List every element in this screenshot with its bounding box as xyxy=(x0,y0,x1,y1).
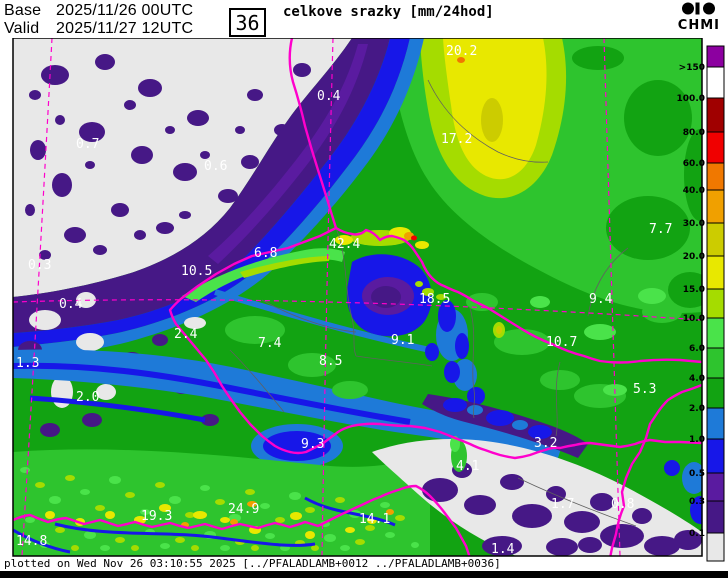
colorbar-band xyxy=(706,347,725,379)
valid-label: Valid xyxy=(4,20,40,37)
colorbar-band xyxy=(706,317,725,349)
precipitation-field xyxy=(13,38,702,556)
colorbar-band xyxy=(706,45,725,68)
colorbar-band xyxy=(706,255,725,290)
map-value-label: 17.2 xyxy=(441,132,472,147)
colorbar-band xyxy=(706,377,725,409)
map-value-label: 7.4 xyxy=(258,336,282,351)
map-value-label: 3.2 xyxy=(534,436,557,451)
colorbar-band xyxy=(706,500,725,534)
colorbar-tick-label: 20.0 xyxy=(683,252,705,262)
map-value-label: 24.9 xyxy=(228,502,259,517)
colorbar-band xyxy=(706,288,725,319)
map-value-label: 0.7 xyxy=(76,137,99,152)
map-value-label: 0.3 xyxy=(28,258,51,273)
valid-time-line: Valid 2025/11/27 12UTC xyxy=(4,20,193,38)
bottom-bar xyxy=(0,571,728,578)
map-value-label: 2.4 xyxy=(174,327,198,342)
alps-speckle-field xyxy=(13,467,419,554)
map-value-label: 9.3 xyxy=(301,437,324,452)
graticule xyxy=(13,38,702,556)
map-value-label: 9.4 xyxy=(589,292,613,307)
page-title: celkove srazky [mm/24hod] xyxy=(283,4,494,20)
colorbar-band xyxy=(706,131,725,164)
colorbar-band xyxy=(706,189,725,224)
country-borders xyxy=(13,38,702,556)
footer: plotted on Wed Nov 26 03:10:55 2025 [../… xyxy=(0,557,728,570)
map-value-label: 0.8 xyxy=(611,497,634,512)
chmi-logo-icon xyxy=(681,2,715,15)
chmi-logo-text: CHMI xyxy=(677,18,720,33)
map-value-label: 7.7 xyxy=(649,222,672,237)
map-value-label: 0.4 xyxy=(59,297,83,312)
map-value-label: 8.5 xyxy=(319,354,342,369)
colorbar-tick-label: 6.0 xyxy=(689,344,705,354)
colorbar-tick-label: 10.0 xyxy=(683,314,705,324)
colorbar-tick-label: >150 xyxy=(679,63,705,73)
colorbar-tick-label: 80.0 xyxy=(683,128,705,138)
colorbar-tick-label: 0.1 xyxy=(689,529,705,539)
colorbar-tick-label: 15.0 xyxy=(683,285,705,295)
header: Base 2025/11/26 00UTC Valid 2025/11/27 12U… xyxy=(0,0,728,38)
colorbar-band xyxy=(706,66,725,99)
base-label: Base xyxy=(4,2,42,19)
colorbar-band xyxy=(706,532,725,562)
colorbar-tick-label: 30.0 xyxy=(683,219,705,229)
map-value-labels: 0.4 20.2 17.2 0.7 0.6 42.4 6.8 10.5 7.7 18.5 9.4 0.… xyxy=(16,44,672,557)
map-value-label: 42.4 xyxy=(329,237,360,252)
forecast-hour-box: 36 xyxy=(229,8,266,37)
district-borders xyxy=(229,79,637,527)
map-value-label: 5.3 xyxy=(633,382,656,397)
base-value: 2025/11/26 00UTC xyxy=(56,2,194,19)
colorbar-band xyxy=(706,472,725,502)
map-value-label: 18.5 xyxy=(419,292,450,307)
chmi-logo: CHMI xyxy=(678,2,720,33)
colorbar-tick-label: 40.0 xyxy=(683,186,705,196)
map-value-label: 10.7 xyxy=(546,335,577,350)
map-value-label: 0.4 xyxy=(317,89,341,104)
colorbar xyxy=(706,45,725,562)
colorbar-tick-label: 60.0 xyxy=(683,159,705,169)
colorbar-tick-label: 100.0 xyxy=(677,94,705,104)
map-frame xyxy=(12,37,703,557)
base-time-line: Base 2025/11/26 00UTC xyxy=(4,2,193,20)
map-value-label: 9.1 xyxy=(391,333,414,348)
map-value-label: 6.8 xyxy=(254,246,277,261)
map-value-label: 19.3 xyxy=(141,509,172,524)
colorbar-band xyxy=(706,222,725,257)
map-value-label: 0.6 xyxy=(204,159,227,174)
colorbar-band xyxy=(706,162,725,191)
colorbar-band xyxy=(706,407,725,440)
map-value-label: 20.2 xyxy=(446,44,477,59)
colorbar-tick-label: 1.0 xyxy=(689,435,705,445)
map-value-label: 2.0 xyxy=(76,390,99,405)
map-value-label: 10.5 xyxy=(181,264,212,279)
footer-plot-info: plotted on Wed Nov 26 03:10:55 2025 [../… xyxy=(4,557,501,570)
forecast-hour-value: 36 xyxy=(235,10,260,35)
map-value-label: 1.4 xyxy=(491,542,515,557)
colorbar-tick-label: 0.5 xyxy=(689,469,705,479)
colorbar-tick-label: 2.0 xyxy=(689,404,705,414)
colorbar-tick-label: 4.0 xyxy=(689,374,705,384)
colorbar-labels: >150 100.0 80.0 60.0 40.0 30.0 20.0 15.0 10.0 6.0… xyxy=(677,63,705,539)
map-value-label: 14.1 xyxy=(359,512,390,527)
map-value-label: 4.1 xyxy=(456,459,479,474)
colorbar-tick-label: 0.3 xyxy=(689,497,705,507)
colorbar-band xyxy=(706,438,725,474)
map-value-label: 1.7 xyxy=(551,497,574,512)
map-value-label: 14.8 xyxy=(16,534,47,549)
colorbar-band xyxy=(706,97,725,133)
valid-value: 2025/11/27 12UTC xyxy=(56,20,194,37)
map-value-label: 1.3 xyxy=(16,356,39,371)
